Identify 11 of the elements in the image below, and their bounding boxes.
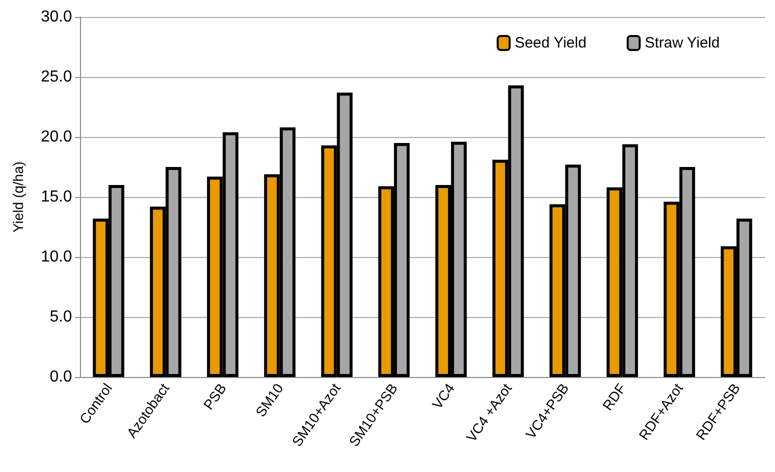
y-tick-label: 10.0 (40, 248, 72, 266)
x-tick-label: VC4 (428, 380, 458, 412)
y-tick-label: 5.0 (50, 308, 72, 326)
y-tick-label: 30.0 (40, 8, 72, 26)
y-axis-title: Yield (q/ha) (10, 161, 26, 233)
legend-label: Straw Yield (644, 34, 720, 52)
y-tick-label: 0.0 (50, 368, 72, 386)
y-tick-label: 20.0 (40, 128, 72, 146)
legend-label: Seed Yield (514, 34, 586, 52)
y-tick-label: 15.0 (40, 188, 72, 206)
y-tick-label: 25.0 (40, 68, 72, 86)
